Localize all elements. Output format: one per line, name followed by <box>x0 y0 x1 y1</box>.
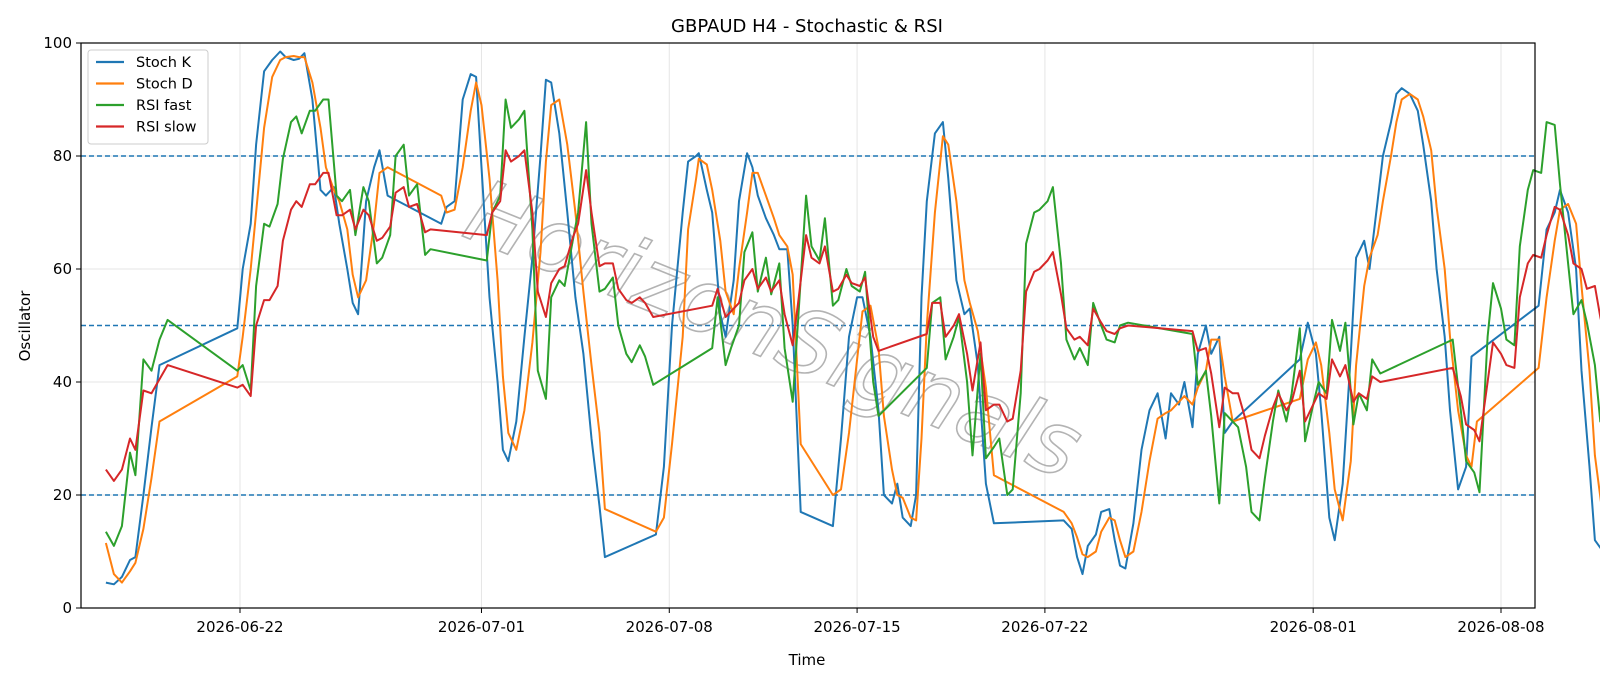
y-tick-label: 0 <box>62 599 72 617</box>
y-axis-title: Oscillator <box>16 290 34 362</box>
y-tick-label: 60 <box>53 260 72 278</box>
legend-label: RSI fast <box>136 98 192 114</box>
series-group <box>104 50 1600 586</box>
x-tick-label: 2026-07-01 <box>438 618 525 636</box>
legend-label: Stoch D <box>136 77 193 93</box>
series-line-stoch-k <box>105 50 1600 586</box>
y-tick-label: 100 <box>43 34 72 52</box>
legend-box <box>87 49 209 145</box>
x-tick-label: 2026-07-08 <box>626 618 713 636</box>
x-tick-label: 2026-06-22 <box>196 618 283 636</box>
series-line-rsi-slow <box>105 149 1600 482</box>
x-tick-label: 2026-07-15 <box>813 618 900 636</box>
x-axis: 2026-06-22 2026-07-01 2026-07-08 2026-07-15… <box>196 608 1545 636</box>
x-tick-label: 2026-07-22 <box>1001 618 1088 636</box>
series-line-stoch-d <box>104 55 1600 584</box>
x-tick-label: 2026-08-01 <box>1270 618 1357 636</box>
y-tick-label: 80 <box>53 147 72 165</box>
chart-title: GBPAUD H4 - Stochastic & RSI <box>671 16 943 37</box>
legend: Stoch K Stoch D RSI fast RSI slow <box>87 49 209 145</box>
reference-lines <box>81 155 1535 496</box>
y-tick-label: 20 <box>53 486 72 504</box>
x-tick-label: 2026-08-08 <box>1457 618 1544 636</box>
x-axis-title: Time <box>788 651 826 669</box>
y-axis: 0 20 40 60 80 100 <box>43 34 81 617</box>
plot-frame <box>80 42 1536 609</box>
legend-label: RSI slow <box>136 120 197 136</box>
y-tick-label: 40 <box>53 373 72 391</box>
legend-label: Stoch K <box>136 55 192 71</box>
